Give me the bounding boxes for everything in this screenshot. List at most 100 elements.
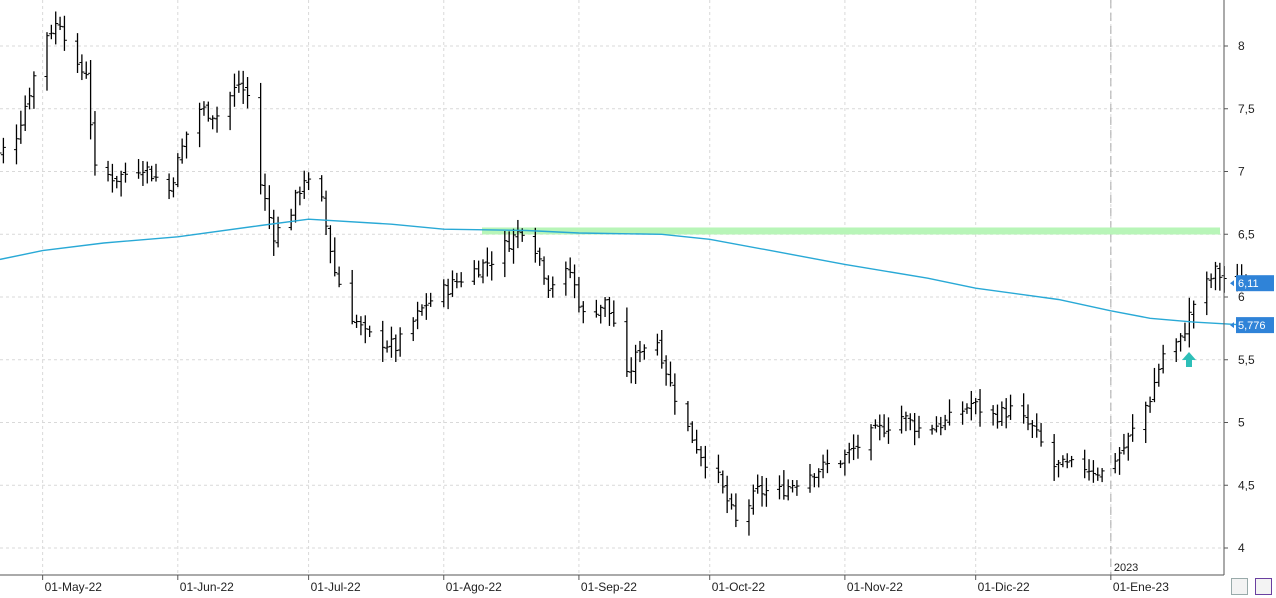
ohlc-bar (170, 177, 176, 198)
moving-average-tag-pointer (1230, 322, 1234, 329)
ohlc-bar (885, 417, 891, 444)
ohlc-bar (1008, 394, 1014, 420)
ohlc-bar (755, 474, 761, 494)
ohlc-bar (1208, 273, 1214, 289)
ohlc-bar (153, 163, 159, 182)
ohlc-bar (824, 449, 830, 474)
axis-labels: 4 4,5 5 5,5 6 6,5 7 7,5 8 01-May-22 01-Jun-22 01-Ju… (45, 39, 1255, 594)
ohlc-bar (44, 32, 50, 91)
ohlc-bar (1217, 262, 1223, 291)
ohlc-bar (1212, 261, 1218, 291)
ohlc-bar (842, 449, 848, 476)
x-tick-label: 01-May-22 (45, 580, 103, 594)
ohlc-bar (1112, 453, 1118, 474)
ohlc-bar (410, 317, 416, 342)
ohlc-bar (851, 434, 857, 461)
ohlc-bar (868, 424, 874, 461)
ohlc-bar (916, 415, 922, 439)
ohlc-bar (240, 70, 246, 104)
ohlc-bar (332, 237, 338, 277)
ohlc-bar (367, 325, 373, 338)
price-tags: 6,11 5,776 (1182, 275, 1274, 367)
x-tick-label: 01-Jul-22 (311, 580, 361, 594)
ohlc-bar (576, 277, 582, 313)
ohlc-bar (506, 231, 512, 252)
ohlc-bar (820, 454, 826, 479)
ohlc-bar (1143, 401, 1149, 444)
ohlc-bar (641, 344, 647, 360)
ohlc-bar (960, 401, 966, 425)
ohlc-bar (938, 416, 944, 436)
ohlc-bar (667, 361, 673, 387)
ohlc-bar (1178, 333, 1184, 352)
ohlc-bar (275, 216, 281, 248)
moving-average-line (0, 218, 1247, 326)
ohlc-bar (79, 54, 85, 81)
ohlc-bar (415, 301, 421, 330)
ohlc-bar (458, 272, 464, 288)
ohlc-bar (1060, 455, 1066, 468)
last-price-tag-text: 6,11 (1238, 278, 1259, 290)
ohlc-bar (720, 470, 726, 494)
ohlc-bar (763, 477, 769, 507)
ohlc-bar (166, 173, 172, 200)
ohlc-bar (88, 60, 94, 140)
moving-average-tag-text: 5,776 (1238, 320, 1266, 332)
ohlc-bar (1021, 393, 1027, 424)
ohlc-bar (598, 304, 604, 324)
ohlc-bar (236, 70, 242, 93)
ohlc-bar (266, 185, 272, 230)
ohlc-bar (816, 468, 822, 488)
ohlc-bar (807, 463, 813, 493)
ohlc-bar (489, 251, 495, 281)
x-tick-label: 01-Sep-22 (581, 580, 637, 594)
ohlc-bar (729, 493, 735, 510)
moving-average-tag: 5,776 (1230, 317, 1274, 334)
chart-type-icon[interactable] (1255, 578, 1272, 595)
ohlc-bar (175, 153, 181, 188)
ohlc-bar (846, 442, 852, 464)
ohlc-bar (881, 414, 887, 438)
ohlc-bar (1191, 300, 1197, 329)
ohlc-bar (637, 340, 643, 363)
ohlc-bar (323, 190, 329, 236)
ohlc-bar (663, 355, 669, 386)
ohlc-bar (75, 33, 81, 73)
ohlc-bar (1156, 363, 1162, 387)
ohlc-bar (907, 413, 913, 431)
ohlc-bar (105, 160, 111, 182)
ohlc-bar (785, 479, 791, 501)
ohlc-bar (715, 454, 721, 484)
ohlc-bar (419, 304, 425, 316)
ohlc-bar (672, 373, 678, 415)
ohlc-bar (1069, 455, 1075, 468)
x-tick-label: 01-Dic-22 (978, 580, 1030, 594)
ohlc-bar (702, 445, 708, 479)
ohlc-bar (733, 493, 739, 528)
ohlc-bar (214, 106, 220, 133)
ohlc-bar (1160, 344, 1166, 374)
ohlc-bar (593, 299, 599, 318)
ohlc-bar (1173, 338, 1179, 363)
ohlc-bar (532, 227, 538, 263)
ohlc-bars (0, 11, 1249, 536)
ohlc-bar (541, 256, 547, 285)
zoom-icon[interactable] (1231, 578, 1248, 595)
ohlc-bar (1099, 468, 1105, 483)
y-tick-label: 6 (1238, 290, 1245, 304)
ohlc-bar (977, 389, 983, 427)
ohlc-bar (776, 475, 782, 500)
ohlc-bar (790, 480, 796, 493)
ohlc-bar (92, 111, 98, 176)
ohlc-bar (624, 307, 630, 377)
ohlc-bar (999, 401, 1005, 426)
ohlc-bar (1034, 413, 1040, 438)
ohlc-bar (1064, 453, 1070, 469)
ohlc-bar (205, 101, 211, 122)
ohlc-bar (1082, 449, 1088, 479)
ohlc-bar (393, 334, 399, 362)
ohlc-bar (184, 131, 190, 159)
ohlc-bar (611, 300, 617, 327)
